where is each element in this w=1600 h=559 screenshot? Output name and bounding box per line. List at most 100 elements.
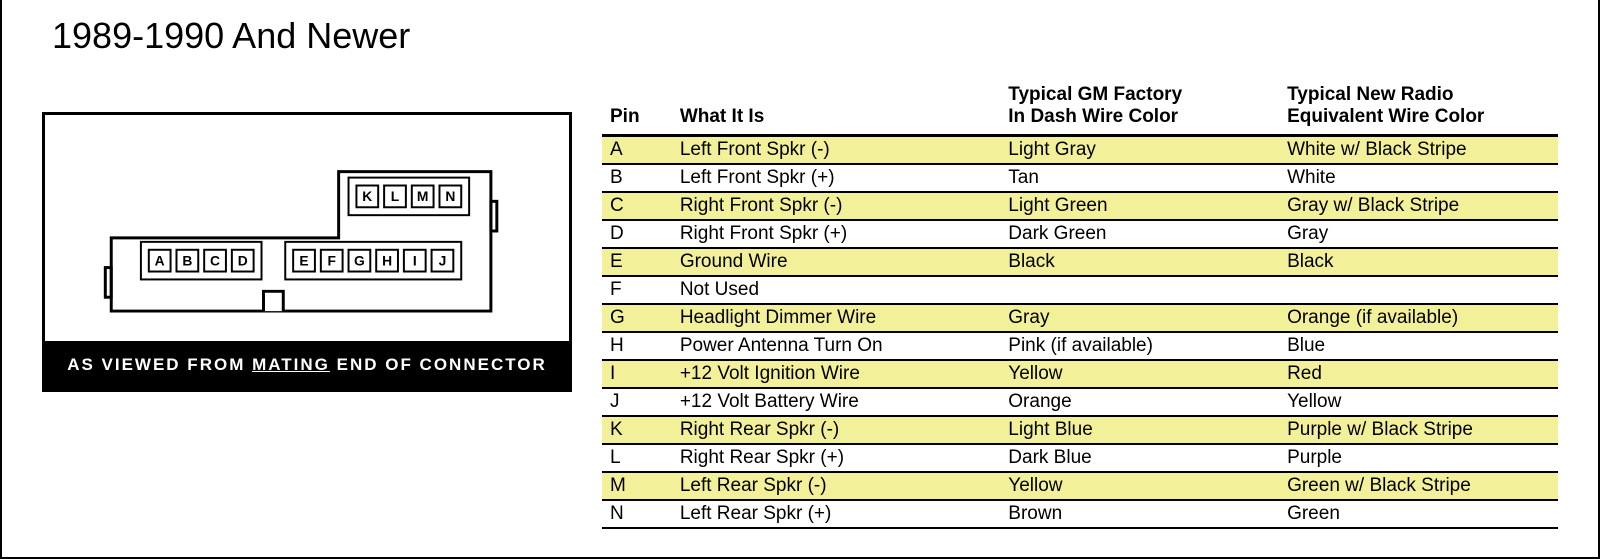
page-title: 1989-1990 And Newer	[52, 15, 1558, 57]
svg-text:M: M	[417, 188, 429, 204]
cell-what: Not Used	[672, 276, 1000, 304]
cell-what: +12 Volt Battery Wire	[672, 388, 1000, 416]
svg-text:A: A	[155, 252, 165, 268]
cell-newradio: Gray	[1279, 220, 1558, 248]
cell-what: Left Rear Spkr (-)	[672, 472, 1000, 500]
cell-newradio: Green	[1279, 500, 1558, 528]
cell-gm: Tan	[1000, 164, 1279, 192]
svg-text:E: E	[299, 252, 308, 268]
cell-what: Right Front Spkr (+)	[672, 220, 1000, 248]
svg-text:I: I	[413, 252, 417, 268]
cell-gm: Pink (if available)	[1000, 332, 1279, 360]
connector-svg: A B C D E F G H I J K L MN	[45, 115, 569, 345]
cell-gm: Light Blue	[1000, 416, 1279, 444]
caption-suffix: END OF CONNECTOR	[330, 355, 547, 374]
page: 1989-1990 And Newer ABCDEFGHIJKLMN AS VI…	[0, 0, 1600, 559]
cell-gm: Orange	[1000, 388, 1279, 416]
cell-pin: F	[602, 276, 672, 304]
cell-what: Power Antenna Turn On	[672, 332, 1000, 360]
cell-newradio: Orange (if available)	[1279, 304, 1558, 332]
table-row: HPower Antenna Turn OnPink (if available…	[602, 332, 1558, 360]
cell-pin: B	[602, 164, 672, 192]
table-row: ALeft Front Spkr (-)Light GrayWhite w/ B…	[602, 135, 1558, 164]
header-pin: Pin	[602, 82, 672, 135]
cell-pin: L	[602, 444, 672, 472]
cell-gm: Light Gray	[1000, 135, 1279, 164]
table-row: CRight Front Spkr (-)Light GreenGray w/ …	[602, 192, 1558, 220]
header-new: Typical New RadioEquivalent Wire Color	[1279, 82, 1558, 135]
table-row: MLeft Rear Spkr (-)YellowGreen w/ Black …	[602, 472, 1558, 500]
cell-what: Left Rear Spkr (+)	[672, 500, 1000, 528]
table-row: BLeft Front Spkr (+)TanWhite	[602, 164, 1558, 192]
cell-gm: Light Green	[1000, 192, 1279, 220]
cell-gm: Yellow	[1000, 360, 1279, 388]
cell-newradio: Red	[1279, 360, 1558, 388]
cell-newradio: White w/ Black Stripe	[1279, 135, 1558, 164]
svg-text:J: J	[439, 252, 447, 268]
caption-prefix: AS VIEWED FROM	[67, 355, 252, 374]
wiring-table: Pin What It Is Typical GM FactoryIn Dash…	[602, 82, 1558, 529]
cell-pin: M	[602, 472, 672, 500]
header-what: What It Is	[672, 82, 1000, 135]
cell-pin: K	[602, 416, 672, 444]
cell-what: Right Rear Spkr (-)	[672, 416, 1000, 444]
cell-what: Ground Wire	[672, 248, 1000, 276]
cell-pin: E	[602, 248, 672, 276]
table-row: DRight Front Spkr (+)Dark GreenGray	[602, 220, 1558, 248]
cell-gm: Gray	[1000, 304, 1279, 332]
cell-newradio: Green w/ Black Stripe	[1279, 472, 1558, 500]
table-body: ALeft Front Spkr (-)Light GrayWhite w/ B…	[602, 135, 1558, 528]
cell-gm: Black	[1000, 248, 1279, 276]
table-head: Pin What It Is Typical GM FactoryIn Dash…	[602, 82, 1558, 135]
connector-box: A B C D E F G H I J K L MN AS VIEWED FROM MATING END…	[42, 112, 572, 392]
cell-pin: C	[602, 192, 672, 220]
cell-gm: Brown	[1000, 500, 1279, 528]
svg-text:G: G	[354, 252, 365, 268]
cell-what: Headlight Dimmer Wire	[672, 304, 1000, 332]
svg-text:D: D	[238, 252, 248, 268]
table-row: LRight Rear Spkr (+)Dark BluePurple	[602, 444, 1558, 472]
cell-pin: D	[602, 220, 672, 248]
table-row: FNot Used	[602, 276, 1558, 304]
content-row: ABCDEFGHIJKLMN AS VIEWED FROM MATING END…	[42, 82, 1558, 529]
cell-newradio: Blue	[1279, 332, 1558, 360]
cell-what: Left Front Spkr (-)	[672, 135, 1000, 164]
cell-newradio: Gray w/ Black Stripe	[1279, 192, 1558, 220]
svg-text:H: H	[382, 252, 392, 268]
cell-pin: J	[602, 388, 672, 416]
connector-caption: AS VIEWED FROM MATING END OF CONNECTOR	[45, 341, 569, 389]
cell-pin: I	[602, 360, 672, 388]
cell-what: +12 Volt Ignition Wire	[672, 360, 1000, 388]
cell-newradio: Purple w/ Black Stripe	[1279, 416, 1558, 444]
caption-underlined: MATING	[252, 355, 330, 374]
svg-text:N: N	[445, 188, 455, 204]
svg-text:C: C	[210, 252, 220, 268]
svg-text:F: F	[327, 252, 335, 268]
table-row: EGround WireBlackBlack	[602, 248, 1558, 276]
svg-text:L: L	[391, 188, 400, 204]
table-row: KRight Rear Spkr (-)Light BluePurple w/ …	[602, 416, 1558, 444]
cell-what: Right Rear Spkr (+)	[672, 444, 1000, 472]
svg-text:K: K	[362, 188, 372, 204]
header-gm: Typical GM FactoryIn Dash Wire Color	[1000, 82, 1279, 135]
cell-gm: Yellow	[1000, 472, 1279, 500]
table-row: I+12 Volt Ignition WireYellowRed	[602, 360, 1558, 388]
cell-newradio: Black	[1279, 248, 1558, 276]
cell-newradio: Purple	[1279, 444, 1558, 472]
cell-what: Left Front Spkr (+)	[672, 164, 1000, 192]
cell-what: Right Front Spkr (-)	[672, 192, 1000, 220]
svg-text:B: B	[182, 252, 192, 268]
table-row: J+12 Volt Battery WireOrangeYellow	[602, 388, 1558, 416]
table-row: GHeadlight Dimmer WireGrayOrange (if ava…	[602, 304, 1558, 332]
cell-pin: A	[602, 135, 672, 164]
cell-pin: G	[602, 304, 672, 332]
cell-gm: Dark Blue	[1000, 444, 1279, 472]
cell-newradio: Yellow	[1279, 388, 1558, 416]
cell-pin: N	[602, 500, 672, 528]
cell-newradio: White	[1279, 164, 1558, 192]
connector-diagram: A B C D E F G H I J K L MN AS VIEWED FROM MATING END…	[42, 112, 572, 392]
cell-gm	[1000, 276, 1279, 304]
table-row: NLeft Rear Spkr (+)BrownGreen	[602, 500, 1558, 528]
cell-newradio	[1279, 276, 1558, 304]
cell-gm: Dark Green	[1000, 220, 1279, 248]
